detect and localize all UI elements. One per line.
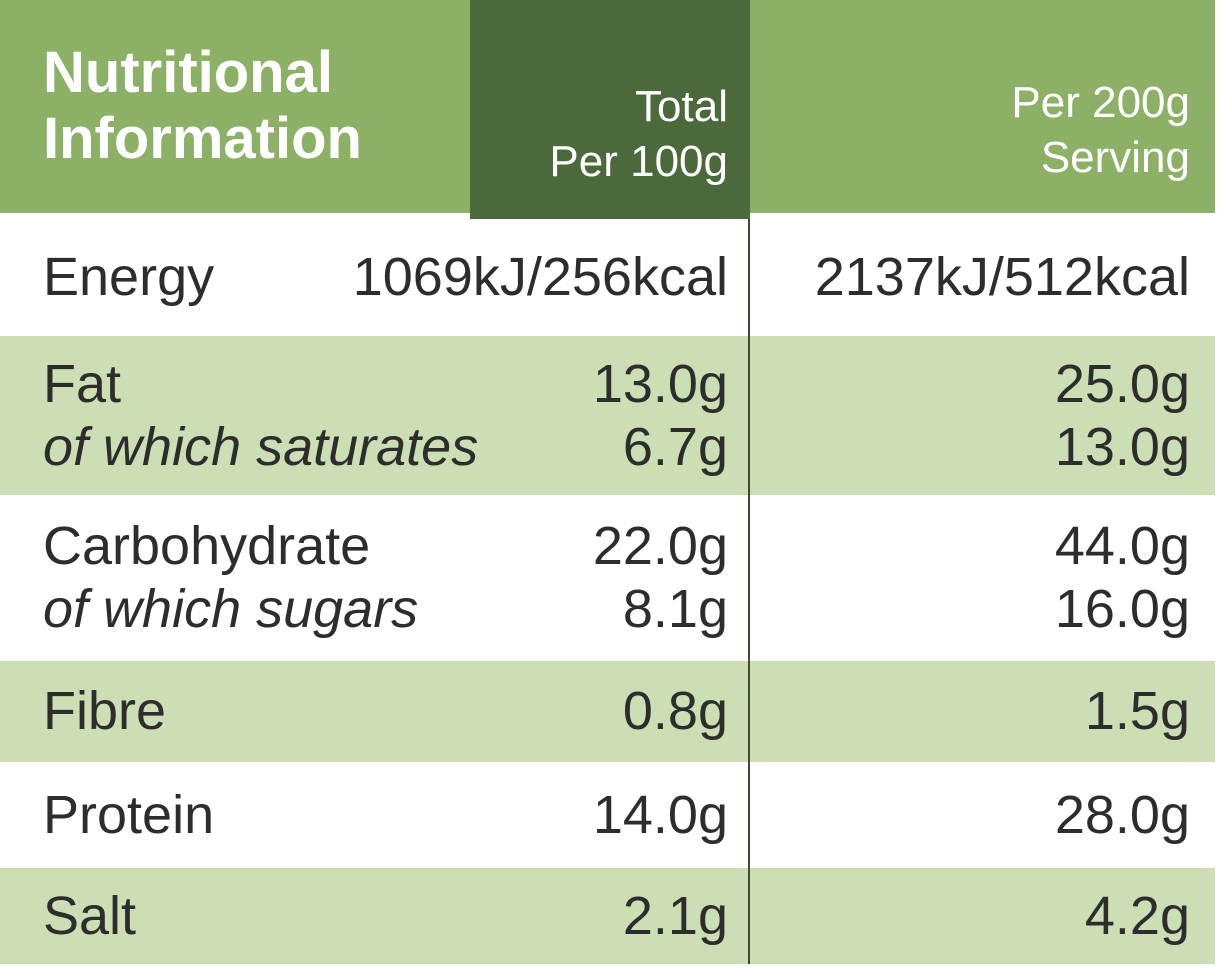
nutrient-label: Protein — [43, 784, 214, 847]
column-header-per-100g-line2: Per 100g — [549, 137, 728, 186]
value-per-200g-main: 4.2g — [1084, 885, 1190, 946]
value-per-200g-main: 1.5g — [1084, 681, 1190, 741]
table-row-fat: Fat of which saturates 13.0g 6.7g 25.0g … — [0, 336, 1215, 495]
nutrient-subname: of which saturates — [43, 416, 479, 477]
value-per-100g-sub: 8.1g — [622, 579, 728, 639]
value-per-100g: 22.0g 8.1g — [418, 515, 728, 641]
table-header: Nutritional Information Total Per 100g P… — [0, 0, 1221, 219]
value-per-200g-sub: 16.0g — [1054, 579, 1190, 639]
value-per-100g: 14.0g — [214, 784, 728, 847]
column-header-per-100g-line1: Total — [635, 82, 728, 131]
value-per-200g: 2137kJ/512kcal — [728, 246, 1190, 309]
nutrient-name: Energy — [43, 247, 215, 307]
table-title: Nutritional Information — [0, 0, 470, 213]
column-header-per-200g-line2: Serving — [1040, 133, 1190, 182]
value-per-100g-main: 14.0g — [592, 784, 728, 845]
value-per-100g: 1069kJ/256kcal — [214, 246, 728, 309]
value-per-100g-main: 2.1g — [622, 885, 728, 946]
value-per-100g: 13.0g 6.7g — [478, 353, 728, 479]
value-per-100g-main: 0.8g — [622, 681, 728, 741]
table-body: Energy 1069kJ/256kcal 2137kJ/512kcal Fat… — [0, 219, 1215, 964]
nutrient-label: Fibre — [43, 680, 166, 743]
value-per-200g: 44.0g 16.0g — [728, 515, 1190, 641]
column-header-per-200g-line1: Per 200g — [1011, 78, 1190, 127]
value-per-200g-sub: 13.0g — [1054, 416, 1190, 477]
table-title-line2: Information — [43, 106, 362, 171]
nutrient-name: Fibre — [43, 681, 167, 741]
value-per-200g: 1.5g — [728, 680, 1190, 743]
value-per-100g: 0.8g — [166, 680, 728, 743]
value-per-100g-main: 22.0g — [592, 516, 728, 576]
nutrient-name: Fat — [43, 353, 122, 414]
value-per-200g: 25.0g 13.0g — [728, 353, 1190, 479]
nutrient-label: Fat of which saturates — [43, 353, 478, 479]
nutrient-label: Carbohydrate of which sugars — [43, 515, 418, 641]
table-row-fibre: Fibre 0.8g 1.5g — [0, 661, 1215, 762]
table-title-line1: Nutritional — [43, 40, 333, 105]
nutrient-subname: of which sugars — [43, 579, 419, 639]
value-per-100g: 2.1g — [136, 885, 728, 948]
column-header-per-100g: Total Per 100g — [470, 0, 750, 219]
column-divider-line — [748, 219, 750, 964]
value-per-100g-sub: 6.7g — [622, 416, 728, 477]
value-per-200g-main: 25.0g — [1054, 353, 1190, 414]
nutrient-name: Protein — [43, 784, 215, 845]
value-per-200g-main: 2137kJ/512kcal — [814, 247, 1190, 307]
value-per-200g-main: 44.0g — [1054, 516, 1190, 576]
nutrient-name: Salt — [43, 885, 137, 946]
nutrient-label: Energy — [43, 246, 214, 309]
value-per-200g: 4.2g — [728, 885, 1190, 948]
value-per-100g-main: 13.0g — [592, 353, 728, 414]
value-per-200g: 28.0g — [728, 784, 1190, 847]
table-row-salt: Salt 2.1g 4.2g — [0, 868, 1215, 964]
table-row-carbohydrate: Carbohydrate of which sugars 22.0g 8.1g … — [0, 495, 1215, 661]
column-header-per-200g: Per 200g Serving — [750, 0, 1215, 213]
nutrient-label: Salt — [43, 885, 136, 948]
nutrient-name: Carbohydrate — [43, 516, 371, 576]
table-row-energy: Energy 1069kJ/256kcal 2137kJ/512kcal — [0, 219, 1215, 336]
table-row-protein: Protein 14.0g 28.0g — [0, 762, 1215, 868]
value-per-200g-main: 28.0g — [1054, 784, 1190, 845]
value-per-100g-main: 1069kJ/256kcal — [352, 247, 728, 307]
